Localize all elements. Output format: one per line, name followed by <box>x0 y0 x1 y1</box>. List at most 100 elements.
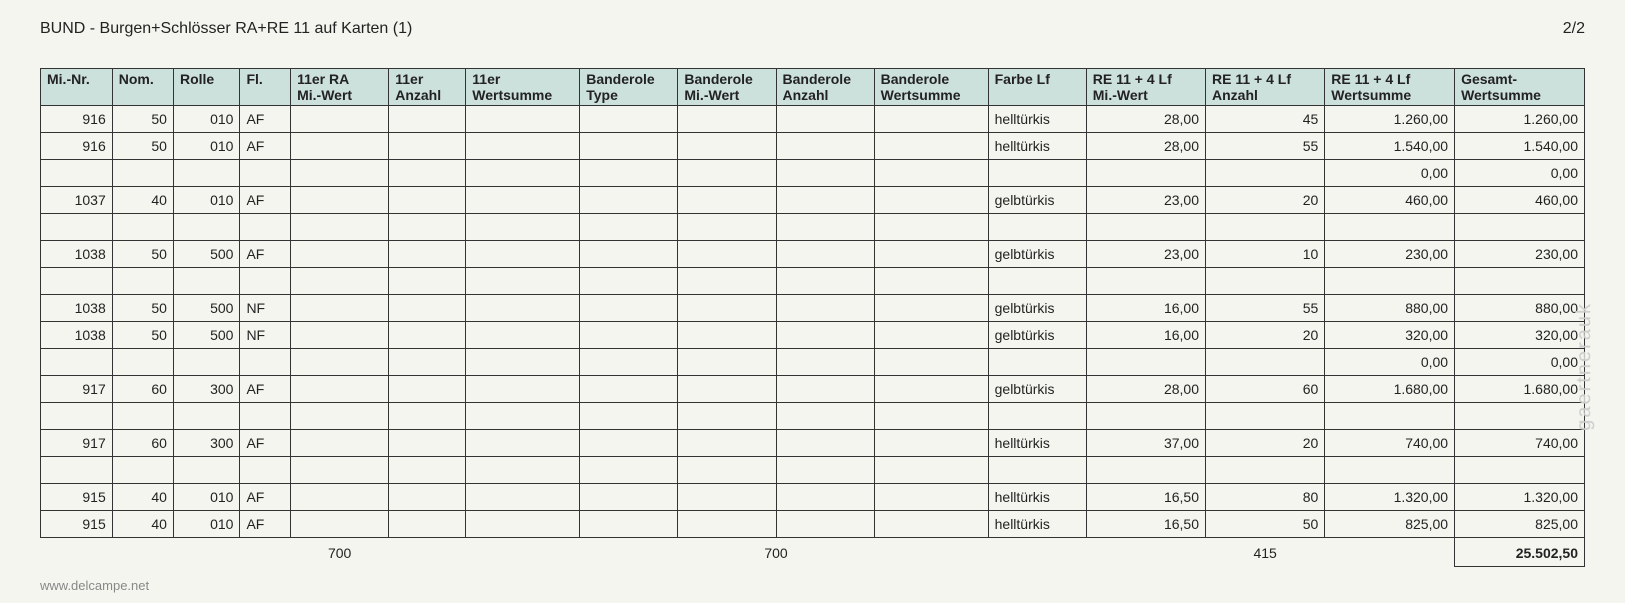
cell-mi <box>41 214 113 241</box>
cell-fl: AF <box>240 376 291 403</box>
cell-ws11 <box>466 187 580 214</box>
cell-bws <box>874 349 988 376</box>
cell-ra <box>291 268 389 295</box>
cell-mi: 915 <box>41 511 113 538</box>
table-row <box>41 403 1585 430</box>
cell-ws11 <box>466 241 580 268</box>
cell-nom: 40 <box>112 484 173 511</box>
cell-fl: AF <box>240 511 291 538</box>
cell-btype <box>580 403 678 430</box>
cell-fl <box>240 349 291 376</box>
cell-mi: 915 <box>41 484 113 511</box>
cell-banz <box>776 268 874 295</box>
cell-mi: 916 <box>41 106 113 133</box>
cell-nom: 60 <box>112 430 173 457</box>
cell-rews: 880,00 <box>1325 295 1455 322</box>
cell-bmi <box>678 403 776 430</box>
cell-reanz: 20 <box>1206 322 1325 349</box>
cell-bws <box>874 160 988 187</box>
cell-rolle: 300 <box>173 430 239 457</box>
cell-farbe: gelbtürkis <box>988 376 1086 403</box>
cell-bmi <box>678 484 776 511</box>
cell-reanz: 55 <box>1206 133 1325 160</box>
cell-btype <box>580 214 678 241</box>
cell-rolle: 010 <box>173 133 239 160</box>
cell-ra <box>291 349 389 376</box>
cell-rews: 1.320,00 <box>1325 484 1455 511</box>
cell-btype <box>580 322 678 349</box>
cell-btype <box>580 160 678 187</box>
cell-anz11 <box>389 403 466 430</box>
cell-nom: 50 <box>112 133 173 160</box>
cell-remi: 28,00 <box>1086 376 1205 403</box>
col-header: Farbe Lf <box>988 69 1086 106</box>
cell-gesamt: 320,00 <box>1455 322 1585 349</box>
cell-fl: AF <box>240 187 291 214</box>
cell-banz <box>776 241 874 268</box>
cell-reanz: 20 <box>1206 430 1325 457</box>
cell-nom: 50 <box>112 106 173 133</box>
cell-remi: 23,00 <box>1086 187 1205 214</box>
cell-nom <box>112 457 173 484</box>
cell-btype <box>580 268 678 295</box>
cell-ra <box>291 484 389 511</box>
cell-rolle: 010 <box>173 484 239 511</box>
footer-sum-re: 415 <box>1206 538 1325 567</box>
cell-fl: AF <box>240 430 291 457</box>
cell-remi <box>1086 403 1205 430</box>
cell-reanz: 60 <box>1206 376 1325 403</box>
cell-btype <box>580 349 678 376</box>
cell-btype <box>580 376 678 403</box>
table-row: 103850500NFgelbtürkis16,0020320,00320,00 <box>41 322 1585 349</box>
table-row: 91760300AFhelltürkis37,0020740,00740,00 <box>41 430 1585 457</box>
cell-ws11 <box>466 403 580 430</box>
cell-nom: 50 <box>112 241 173 268</box>
cell-gesamt: 825,00 <box>1455 511 1585 538</box>
cell-nom <box>112 349 173 376</box>
cell-banz <box>776 133 874 160</box>
cell-banz <box>776 214 874 241</box>
cell-nom: 40 <box>112 187 173 214</box>
cell-rews: 230,00 <box>1325 241 1455 268</box>
table-row: 91650010AFhelltürkis28,00551.540,001.540… <box>41 133 1585 160</box>
cell-rews: 1.260,00 <box>1325 106 1455 133</box>
cell-ws11 <box>466 322 580 349</box>
cell-ra <box>291 430 389 457</box>
cell-banz <box>776 430 874 457</box>
cell-ra <box>291 295 389 322</box>
cell-banz <box>776 484 874 511</box>
cell-rews: 0,00 <box>1325 160 1455 187</box>
cell-anz11 <box>389 349 466 376</box>
cell-ra <box>291 511 389 538</box>
col-header: Nom. <box>112 69 173 106</box>
cell-reanz <box>1206 268 1325 295</box>
cell-remi <box>1086 214 1205 241</box>
table-row <box>41 214 1585 241</box>
cell-farbe: helltürkis <box>988 133 1086 160</box>
cell-banz <box>776 322 874 349</box>
cell-bmi <box>678 241 776 268</box>
cell-banz <box>776 349 874 376</box>
cell-rews: 1.680,00 <box>1325 376 1455 403</box>
cell-fl: NF <box>240 322 291 349</box>
cell-bmi <box>678 322 776 349</box>
cell-rews: 1.540,00 <box>1325 133 1455 160</box>
cell-btype <box>580 187 678 214</box>
cell-btype <box>580 457 678 484</box>
cell-nom <box>112 403 173 430</box>
cell-anz11 <box>389 241 466 268</box>
col-header: BanderoleAnzahl <box>776 69 874 106</box>
cell-farbe <box>988 403 1086 430</box>
col-header: BanderoleMi.-Wert <box>678 69 776 106</box>
col-header: 11erAnzahl <box>389 69 466 106</box>
cell-farbe: gelbtürkis <box>988 295 1086 322</box>
cell-ws11 <box>466 349 580 376</box>
cell-anz11 <box>389 106 466 133</box>
cell-rews: 320,00 <box>1325 322 1455 349</box>
cell-btype <box>580 133 678 160</box>
cell-gesamt: 1.260,00 <box>1455 106 1585 133</box>
cell-reanz: 80 <box>1206 484 1325 511</box>
cell-gesamt <box>1455 268 1585 295</box>
cell-fl: AF <box>240 241 291 268</box>
cell-bws <box>874 484 988 511</box>
